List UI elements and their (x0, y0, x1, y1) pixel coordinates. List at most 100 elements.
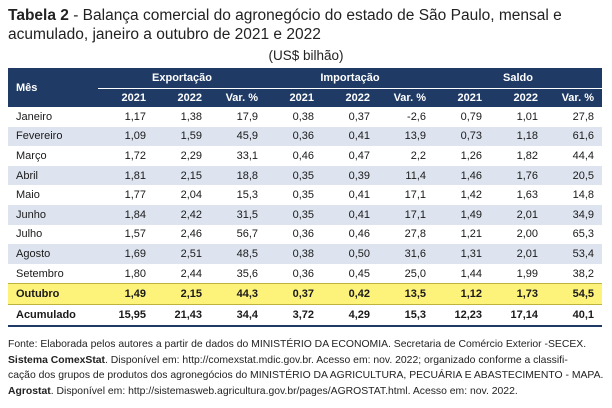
month-cell: Julho (16, 228, 43, 241)
value-cell: 1,17 (124, 110, 146, 123)
unit-label: (US$ bilhão) (268, 48, 344, 63)
month-cell: Acumulado (8, 304, 98, 327)
value-cell: 27,8 (572, 110, 594, 123)
month-cell: Maio (16, 189, 40, 202)
value-cell: 2,15 (154, 165, 210, 186)
value-cell: 14,8 (572, 189, 594, 202)
table-caption: - Balança comercial do agronegócio do es… (8, 7, 562, 43)
value-cell: 44,3 (210, 283, 266, 305)
value-cell: 1,59 (154, 126, 210, 147)
value-cell: 1,69 (98, 244, 154, 264)
month-cell: Agosto (8, 244, 98, 264)
value-cell: 2,29 (180, 149, 202, 162)
value-cell: 1,49 (434, 204, 490, 225)
source-note: Fonte: Elaborada pelos autores a partir … (8, 337, 608, 399)
value-cell: 0,36 (292, 228, 314, 241)
value-cell: 0,38 (292, 110, 314, 123)
value-cell: 2,44 (180, 267, 202, 280)
value-cell: 0,46 (292, 149, 314, 162)
value-cell: 31,5 (210, 204, 266, 225)
header-subcol: Var. % (378, 88, 434, 107)
table-row: Março 1,72 2,29 33,1 0,46 0,47 2,2 1,26 1,82 44,4 (8, 146, 602, 166)
value-cell: 45,9 (210, 126, 266, 147)
table-row: Junho 1,84 2,42 31,5 0,35 0,41 17,1 1,49 2,01 34,… (8, 204, 602, 225)
month-cell: Abril (8, 165, 98, 186)
value-cell: 0,73 (434, 126, 490, 147)
value-cell: 44,4 (572, 149, 594, 162)
table-row: Maio 1,77 2,04 15,3 0,35 0,41 17,1 1,42 1,63 14,8 (8, 185, 602, 205)
value-cell: 0,41 (322, 204, 378, 225)
value-cell: 0,35 (266, 204, 322, 225)
value-cell: 1,84 (98, 204, 154, 225)
value-cell: 2,42 (154, 204, 210, 225)
value-cell: 0,41 (348, 189, 370, 202)
value-cell: 0,36 (266, 126, 322, 147)
value-cell: 15,3 (236, 189, 258, 202)
value-cell: 11,4 (378, 165, 434, 186)
source-line: Agrostat. Disponível em: http://sistemas… (8, 385, 518, 397)
value-cell: 38,2 (572, 267, 594, 280)
table-row: Fevereiro 1,09 1,59 45,9 0,36 0,41 13,9 0,73 1,1… (8, 126, 602, 147)
value-cell: 0,79 (460, 110, 482, 123)
value-cell: 3,72 (266, 304, 322, 327)
header-group-balance: Saldo (434, 68, 602, 89)
value-cell: 1,31 (434, 244, 490, 264)
value-cell: 0,41 (322, 126, 378, 147)
value-cell: 0,37 (266, 283, 322, 305)
value-cell: 2,15 (154, 283, 210, 305)
value-cell: 13,5 (378, 283, 434, 305)
value-cell: 34,4 (210, 304, 266, 327)
value-cell: 1,01 (516, 110, 538, 123)
value-cell: 13,9 (378, 126, 434, 147)
value-cell: 27,8 (404, 228, 426, 241)
header-group-export: Exportação (98, 68, 266, 89)
month-cell: Janeiro (16, 110, 53, 123)
value-cell: 1,72 (124, 149, 146, 162)
value-cell: 1,26 (460, 149, 482, 162)
source-line: Fonte: Elaborada pelos autores a partir … (8, 339, 587, 350)
value-cell: 2,46 (180, 228, 202, 241)
value-cell: 15,95 (98, 304, 154, 327)
value-cell: 34,9 (546, 204, 602, 225)
value-cell: 0,35 (266, 165, 322, 186)
month-cell: Junho (8, 204, 98, 225)
value-cell: 1,21 (460, 228, 482, 241)
value-cell: 0,37 (348, 110, 370, 123)
header-subcol: Var. % (546, 88, 602, 107)
table-row: Setembro 1,80 2,44 35,6 0,36 0,45 25,0 1,44 1,99… (8, 264, 602, 284)
value-cell: 17,9 (236, 110, 258, 123)
value-cell: 1,57 (124, 228, 146, 241)
value-cell: 1,73 (490, 283, 546, 305)
value-cell: 1,09 (98, 126, 154, 147)
value-cell: 1,99 (516, 267, 538, 280)
value-cell: 4,29 (322, 304, 378, 327)
header-month: Mês (8, 68, 98, 107)
highlight-row: Outubro 1,49 2,15 44,3 0,37 0,42 13,5 1,12 1,73 5… (8, 283, 602, 305)
value-cell: 0,35 (292, 189, 314, 202)
month-cell: Setembro (16, 267, 64, 280)
table-row: Agosto 1,69 2,51 48,5 0,38 0,50 31,6 1,31 2,01 53… (8, 244, 602, 264)
value-cell: 53,4 (546, 244, 602, 264)
value-cell: 2,51 (154, 244, 210, 264)
value-cell: 0,47 (348, 149, 370, 162)
header-subcol: 2022 (490, 88, 546, 107)
value-cell: 1,46 (434, 165, 490, 186)
value-cell: 54,5 (546, 283, 602, 305)
table-number: Tabela 2 (8, 7, 69, 24)
value-cell: 21,43 (154, 304, 210, 327)
value-cell: 0,46 (348, 228, 370, 241)
value-cell: 1,63 (516, 189, 538, 202)
value-cell: 12,23 (434, 304, 490, 327)
value-cell: 2,00 (516, 228, 538, 241)
value-cell: 33,1 (236, 149, 258, 162)
value-cell: 2,01 (490, 204, 546, 225)
header-subcol: 2021 (98, 88, 154, 107)
value-cell: 0,39 (322, 165, 378, 186)
value-cell: 1,44 (460, 267, 482, 280)
value-cell: 25,0 (404, 267, 426, 280)
header-group-import: Importação (266, 68, 434, 89)
value-cell: 1,80 (124, 267, 146, 280)
value-cell: 0,50 (322, 244, 378, 264)
value-cell: 17,14 (490, 304, 546, 327)
